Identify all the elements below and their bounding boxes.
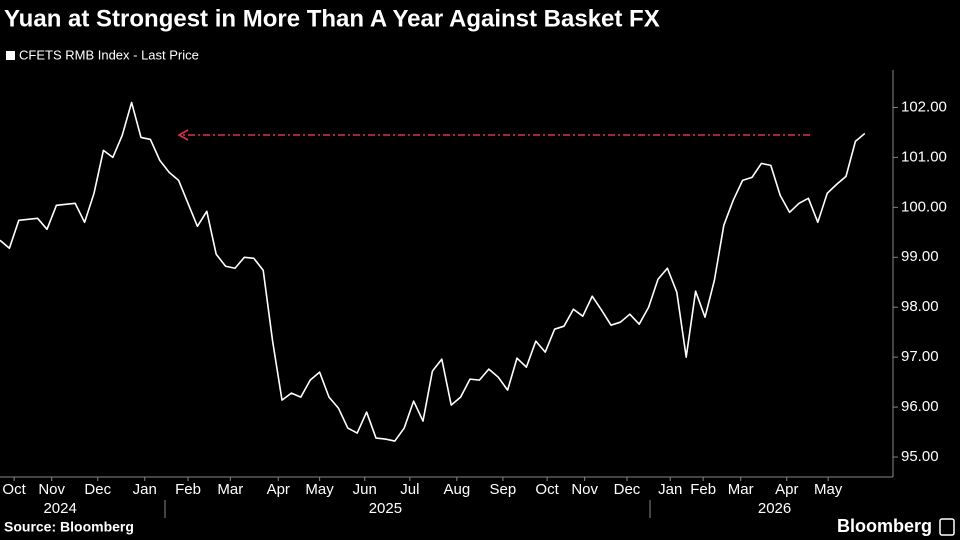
x-tick-label: Apr [775,481,798,498]
x-tick-label: Jun [353,481,377,498]
x-tick-label: Sep [490,481,517,498]
y-tick-label: 96.00 [901,398,939,415]
arrow-head [177,129,189,141]
chart-title: Yuan at Strongest in More Than A Year Ag… [4,5,660,32]
x-tick-label: Feb [175,481,201,498]
x-tick-label: Nov [38,481,65,498]
brand-icon [939,518,955,536]
x-tick-label: Oct [2,481,26,498]
legend-label: CFETS RMB Index - Last Price [19,47,199,62]
year-label: 2026 [758,500,791,517]
brand: Bloomberg [837,516,932,536]
x-tick-label: Jan [658,481,682,498]
x-tick-label: Nov [571,481,598,498]
x-tick-label: Feb [690,481,716,498]
x-tick-label: Aug [443,481,470,498]
y-tick-label: 101.00 [901,148,947,165]
legend-swatch [6,51,15,60]
y-tick-label: 97.00 [901,348,939,365]
y-tick-label: 95.00 [901,448,939,465]
x-tick-label: Mar [728,481,754,498]
x-tick-label: Oct [535,481,559,498]
line [0,101,866,442]
x-tick-label: Jan [133,481,157,498]
year-label: 2024 [43,500,76,517]
y-tick-label: 102.00 [901,98,947,115]
x-tick-label: Mar [217,481,243,498]
x-tick-label: May [305,481,334,498]
x-tick-label: Dec [614,481,641,498]
y-tick-label: 100.00 [901,198,947,215]
x-tick-label: May [814,481,843,498]
x-tick-label: Apr [267,481,290,498]
y-tick-label: 98.00 [901,298,939,315]
y-tick-label: 99.00 [901,248,939,265]
x-tick-label: Dec [84,481,111,498]
year-label: 2025 [369,500,402,517]
source: Source: Bloomberg [4,519,134,535]
x-tick-label: Jul [400,481,419,498]
